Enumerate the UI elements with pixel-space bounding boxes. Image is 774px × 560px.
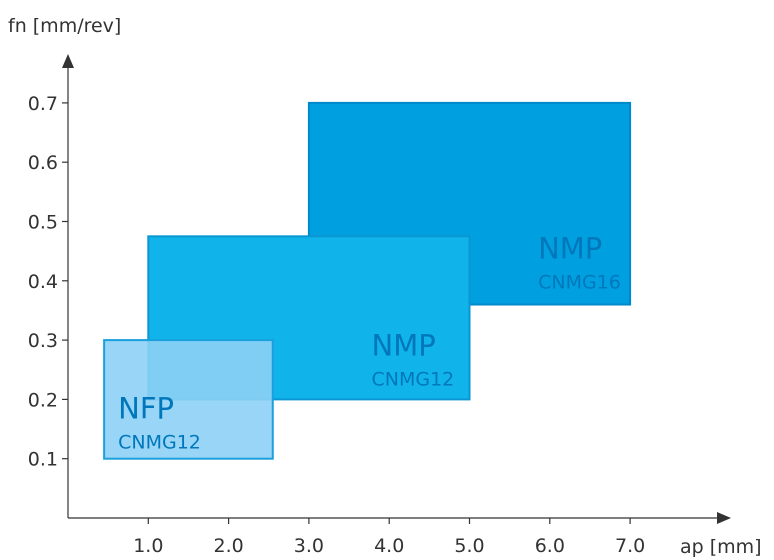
region-name-label: NMP [372, 328, 436, 362]
region-name-label: NMP [538, 232, 602, 266]
y-axis-arrow [62, 54, 74, 68]
regions-layer [103, 101, 632, 460]
axes [62, 54, 731, 524]
region-subtitle-label: CNMG16 [538, 272, 621, 294]
region-subtitle-label: CNMG12 [118, 432, 201, 454]
x-tick-label: 1.0 [133, 535, 163, 557]
x-axis-title: ap [mm] [680, 536, 762, 558]
y-tick-label: 0.3 [28, 330, 58, 352]
x-ticks: 1.0 2.0 3.0 4.0 5.0 6.0 7.0 [133, 518, 645, 557]
x-tick-label: 5.0 [454, 535, 484, 557]
x-axis-arrow [717, 512, 731, 524]
x-tick-label: 4.0 [374, 535, 404, 557]
region-name-label: NFP [118, 392, 174, 426]
region-labels: NMP CNMG16 NMP CNMG12 NFP CNMG12 [118, 232, 621, 454]
x-tick-label: 2.0 [213, 535, 243, 557]
y-tick-label: 0.1 [28, 449, 58, 471]
y-ticks: 0.1 0.2 0.3 0.4 0.5 0.6 0.7 [28, 93, 68, 471]
x-tick-label: 7.0 [615, 535, 645, 557]
region-nfp-cnmg12 [103, 339, 274, 460]
y-tick-label: 0.4 [28, 271, 58, 293]
y-tick-label: 0.5 [28, 212, 58, 234]
y-tick-label: 0.6 [28, 152, 58, 174]
x-tick-label: 3.0 [294, 535, 324, 557]
y-tick-label: 0.2 [28, 389, 58, 411]
region-subtitle-label: CNMG12 [372, 368, 455, 390]
y-tick-label: 0.7 [28, 93, 58, 115]
x-tick-label: 6.0 [535, 535, 565, 557]
y-axis-title: fn [mm/rev] [8, 15, 121, 37]
